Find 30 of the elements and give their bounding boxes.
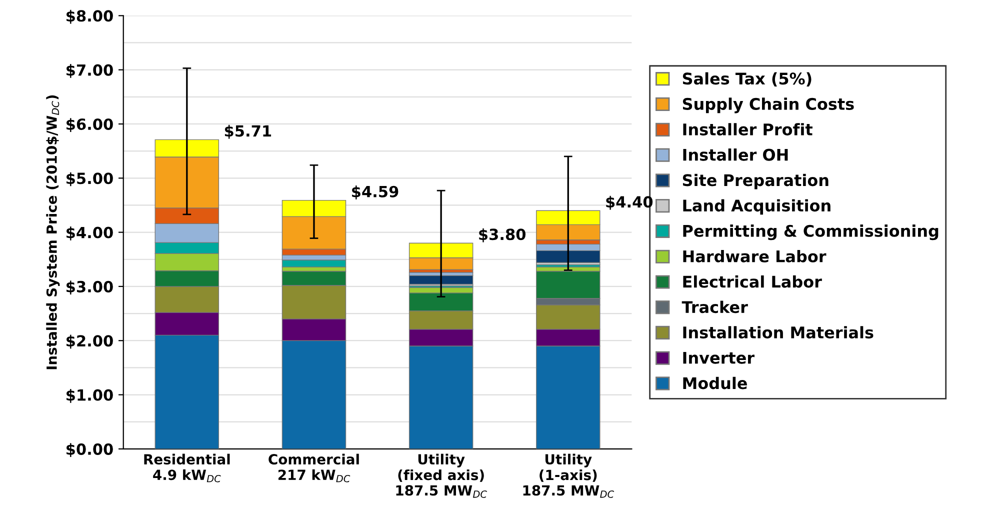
y-tick-label: $1.00 <box>66 388 113 403</box>
legend-label: Permitting & Commissioning <box>683 224 938 240</box>
legend-label: Installer OH <box>683 148 788 161</box>
x-tick-label: Utility (1-axis) 187.5 MW$_{DC}$ <box>523 454 614 498</box>
legend-label: Electrical Labor <box>683 275 822 288</box>
legend-label: Installation Materials <box>683 326 874 338</box>
legend-label: Sales Tax (5%) <box>682 72 812 87</box>
x-tick-label: Commercial 217 kW$_{DC}$ <box>268 454 359 482</box>
total-label: $4.59 <box>352 186 398 200</box>
y-tick-label: $3.00 <box>66 280 113 294</box>
legend-label: Supply Chain Costs <box>682 98 854 114</box>
y-tick-label: $2.00 <box>66 334 113 349</box>
y-tick-label: $4.00 <box>66 226 113 240</box>
y-tick-label: $8.00 <box>66 10 113 24</box>
y-axis-title: Installed System Price (2010$/W$_{DC}$) <box>46 95 60 370</box>
x-tick-label: Residential 4.9 kW$_{DC}$ <box>144 454 230 482</box>
total-label: $5.71 <box>224 124 272 139</box>
legend-label: Module <box>683 376 747 390</box>
legend-label: Installer Profit <box>683 123 812 136</box>
legend-label: Land Acquisition <box>683 199 830 215</box>
y-tick-label: $6.00 <box>66 118 113 132</box>
total-label: $3.80 <box>479 228 526 242</box>
y-tick-label: $7.00 <box>66 64 113 78</box>
x-tick-label: Utility (fixed axis) 187.5 MW$_{DC}$ <box>396 454 487 498</box>
y-tick-label: $5.00 <box>66 172 113 186</box>
legend-label: Site Preparation <box>682 174 828 190</box>
legend-label: Inverter <box>683 352 755 364</box>
legend-label: Tracker <box>682 300 748 314</box>
legend-label: Hardware Labor <box>683 250 826 262</box>
y-tick-label: $0.00 <box>66 443 113 457</box>
